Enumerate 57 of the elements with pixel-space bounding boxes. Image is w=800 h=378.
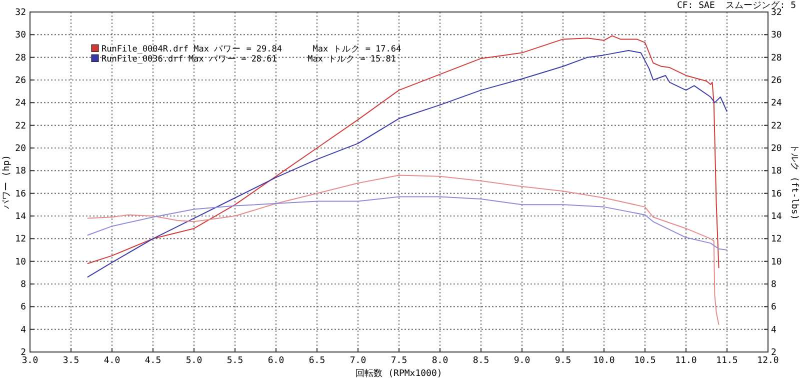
- y-axis-title: パワー (hp): [2, 154, 12, 210]
- x-axis-title: 回転数 (RPMx1000): [356, 368, 442, 378]
- x-tick-label: 5.5: [226, 356, 244, 366]
- y2-tick-label: 22: [771, 121, 782, 132]
- x-tick-label: 6.0: [268, 356, 284, 366]
- x-tick-label: 3.0: [22, 356, 38, 366]
- y-tick-label: 10: [15, 257, 26, 268]
- y-tick-label: 18: [15, 166, 26, 177]
- legend-label: RunFile_0036.drf Max パワー = 28.61 Max トルク = 15.81: [102, 54, 396, 65]
- x-tick-label: 7.0: [350, 356, 366, 366]
- y-tick-label: 24: [15, 98, 26, 109]
- y2-tick-label: 18: [771, 166, 782, 177]
- y2-tick-label: 8: [771, 280, 776, 290]
- line-series: [86, 196, 728, 250]
- y2-tick-label: 16: [771, 189, 782, 200]
- x-tick-label: 10.0: [593, 356, 615, 366]
- y-tick-label: 22: [15, 121, 26, 132]
- y-tick-label: 20: [15, 144, 26, 154]
- y-tick-label: 8: [20, 280, 26, 290]
- x-tick-label: 3.5: [62, 356, 80, 366]
- y2-axis-title: トルク (ft-lbs): [789, 144, 799, 220]
- y-tick-label: 12: [15, 234, 26, 245]
- y2-tick-label: 26: [771, 76, 782, 86]
- y2-tick-label: 6: [771, 302, 776, 313]
- line-series: [86, 174, 720, 326]
- x-tick-label: 7.5: [390, 356, 408, 366]
- y-tick-label: 6: [20, 302, 26, 313]
- y-tick-label: 4: [20, 325, 26, 336]
- x-tick-label: 5.0: [186, 356, 202, 366]
- x-tick-label: 8.0: [432, 356, 448, 366]
- x-tick-label: 6.5: [308, 356, 326, 366]
- y2-tick-label: 4: [771, 325, 776, 336]
- x-tick-label: 9.0: [514, 356, 530, 366]
- y2-tick-label: 14: [771, 212, 782, 222]
- x-tick-label: 12.0: [757, 356, 779, 366]
- y-tick-label: 26: [15, 76, 26, 86]
- y2-tick-label: 24: [771, 98, 782, 109]
- y2-tick-label: 32: [771, 8, 782, 18]
- y-tick-label: 32: [15, 8, 26, 18]
- legend-label: RunFile_0004R.drf Max パワー = 29.84 Max トルク = 17.64: [102, 44, 402, 55]
- y2-tick-label: 12: [771, 234, 782, 245]
- y2-tick-label: 2: [771, 348, 776, 358]
- y2-tick-label: 28: [771, 53, 782, 64]
- y-tick-label: 30: [15, 30, 26, 41]
- x-tick-label: 11.0: [675, 356, 697, 366]
- y-tick-label: 28: [15, 53, 26, 64]
- x-tick-label: 4.5: [144, 356, 162, 366]
- x-tick-label: 4.0: [104, 356, 120, 366]
- x-tick-label: 11.5: [716, 356, 738, 366]
- y2-tick-label: 10: [771, 257, 782, 268]
- x-tick-label: 8.5: [472, 356, 490, 366]
- y-tick-label: 16: [15, 189, 26, 200]
- y2-tick-label: 20: [771, 144, 782, 154]
- x-tick-label: 9.5: [554, 356, 572, 366]
- y-tick-label: 14: [15, 212, 26, 222]
- y2-tick-label: 30: [771, 30, 782, 41]
- x-tick-label: 10.5: [634, 356, 656, 366]
